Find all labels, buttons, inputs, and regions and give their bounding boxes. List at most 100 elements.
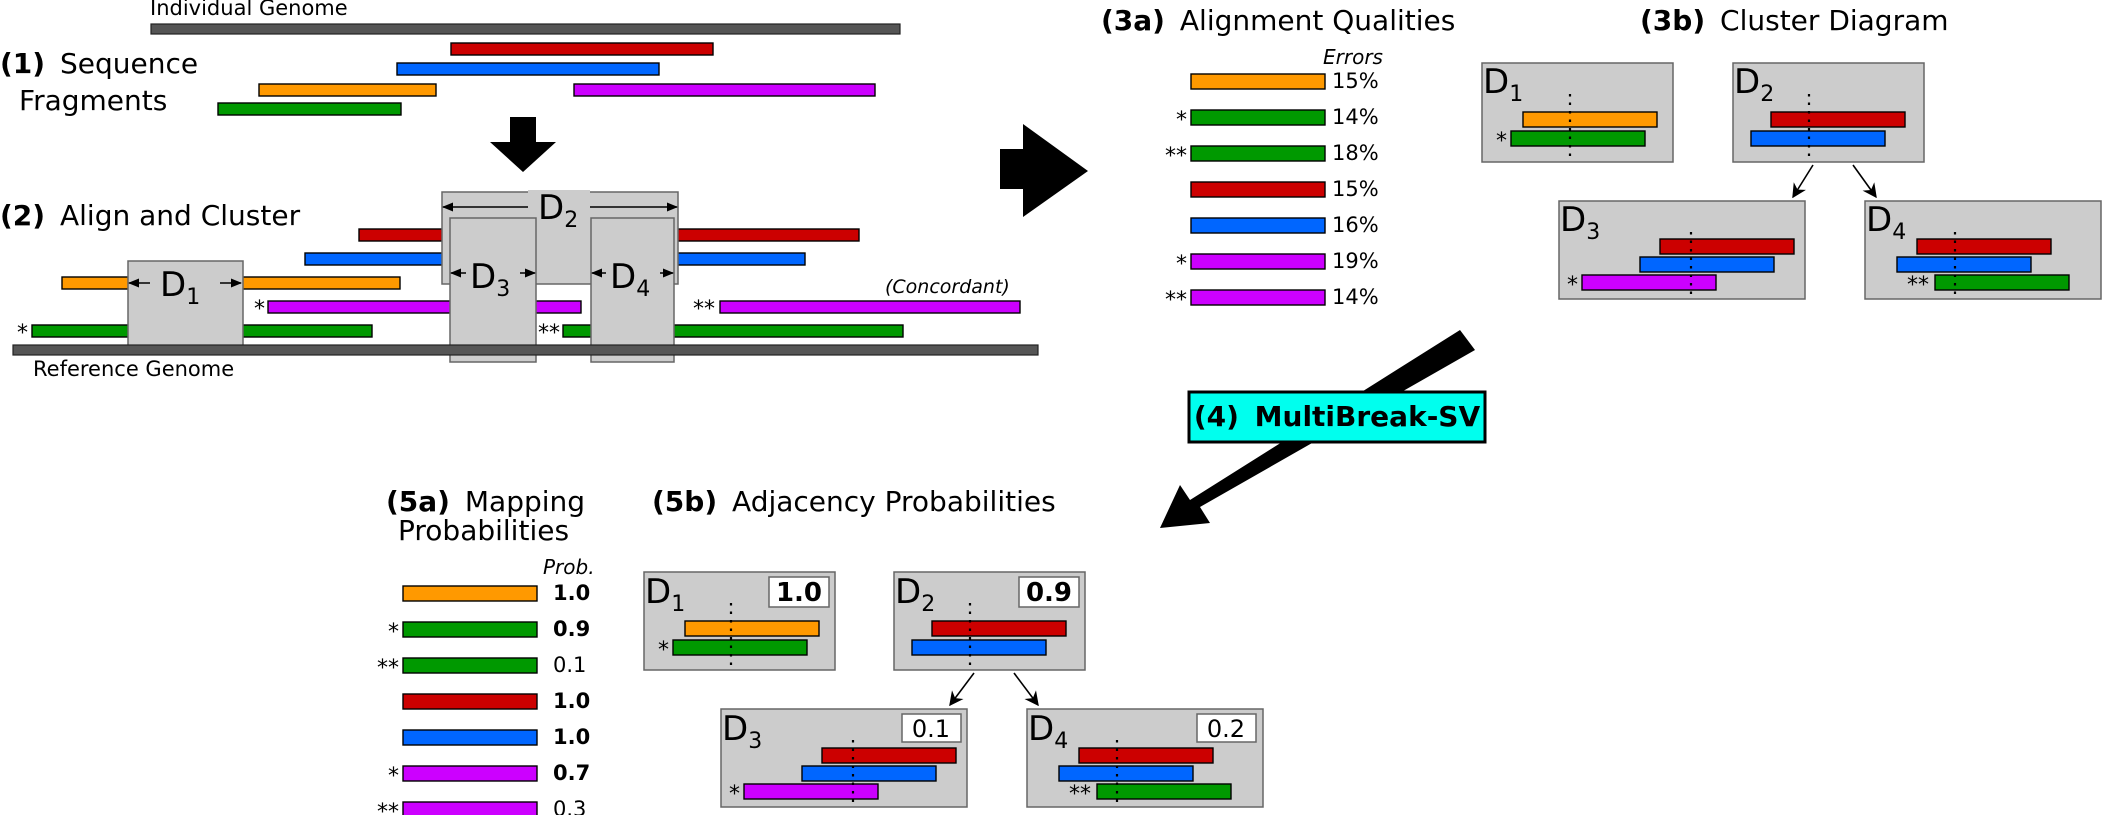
step2-title: (2) Align and Cluster (0, 199, 301, 232)
adj-d2-sub: 2 (921, 592, 935, 617)
adj-d4-letter: D (1028, 709, 1054, 749)
quality-bar-magenta (1190, 253, 1326, 270)
probability-marker: ** (377, 800, 399, 815)
fragment-magenta (573, 83, 876, 97)
step3a-title-text: Alignment Qualities (1180, 4, 1455, 37)
adj-d1-prob: 1.0 (776, 578, 822, 608)
adj-d4-green (1096, 783, 1232, 800)
probability-marker: * (388, 620, 399, 645)
step5a-title-line1: Mapping (465, 485, 585, 518)
adj-d2-blue (911, 639, 1047, 656)
step3b-number: (3b) (1640, 4, 1705, 37)
cluster-d2-label-bg (528, 190, 590, 226)
adj-d1-letter: D (645, 572, 671, 612)
step1-sequence-fragments: Individual Genome (1) Sequence Fragments (0, 0, 901, 172)
adj-d1-sub: 1 (671, 592, 685, 617)
step2-align-and-cluster: (2) Align and Cluster * * ** ** (Concord… (0, 188, 1039, 381)
tree3b-d3-magenta (1581, 274, 1717, 291)
tree3b-d3-blue (1639, 256, 1775, 273)
probability-bar-green (402, 657, 538, 674)
tree3b-d4-red (1916, 238, 2052, 255)
adj-d1-prob-box (768, 576, 830, 608)
cluster-d4-label-bg (606, 257, 660, 295)
tree3b-edge-d2-d4 (1852, 164, 1877, 199)
individual-genome-bar (150, 23, 901, 35)
prob-header: Prob. (543, 555, 595, 579)
tree3b-d4-green (1934, 274, 2070, 291)
step1-number: (1) (0, 47, 45, 80)
adj-edge-d2-d3 (949, 672, 975, 707)
quality-bar-red (1190, 181, 1326, 198)
probability-row: ** 0.3 (377, 797, 586, 815)
quality-marker: ** (1165, 144, 1187, 169)
adj-d3-star: * (729, 782, 740, 807)
step3a-title: (3a) Alignment Qualities (1101, 4, 1455, 37)
quality-bar-green (1190, 145, 1326, 162)
adj-d3-prob-box (901, 713, 962, 743)
step2-title-text: Align and Cluster (60, 199, 301, 232)
step5b-title: (5b) Adjacency Probabilities (652, 485, 1056, 518)
adj-d1-star: * (658, 638, 669, 663)
quality-row: 16% (1190, 213, 1379, 237)
step4-title-text: MultiBreak-SV (1255, 400, 1481, 433)
adj-d3-sub: 3 (748, 729, 762, 754)
concordant-label: (Concordant) (885, 276, 1010, 298)
adj-d4-prob-box (1196, 713, 1257, 743)
adj-d3-blue (801, 765, 937, 782)
tree3b-d4-star: ** (1907, 273, 1929, 298)
quality-row: * 19% (1176, 249, 1379, 277)
probability-value: 1.0 (553, 689, 590, 713)
individual-genome-label: Individual Genome (150, 0, 348, 20)
step5b-adjacency-probabilities: (5b) Adjacency Probabilities D1 1.0 * D2… (643, 485, 1264, 808)
step4-multibreak: (4) MultiBreak-SV (1160, 330, 1487, 528)
quality-bar-magenta (1190, 289, 1326, 306)
probability-row: 1.0 (402, 581, 590, 605)
tree3b-d3-letter: D (1560, 200, 1586, 240)
step1-title: (1) Sequence (0, 47, 198, 80)
step1-title-line1: Sequence (60, 47, 198, 80)
probability-bar-green (402, 621, 538, 638)
adj-d4-sub: 4 (1054, 729, 1068, 754)
quality-marker: * (1176, 108, 1187, 133)
cluster-d1-label: D1 (160, 265, 200, 310)
quality-value: 14% (1332, 105, 1379, 129)
adj-d2-prob: 0.9 (1026, 578, 1072, 608)
fragment-orange (258, 83, 437, 97)
probability-row: * 0.9 (388, 617, 590, 645)
step1-title-line2: Fragments (19, 84, 167, 117)
cluster-d2-label: D2 (538, 188, 578, 233)
probability-bar-magenta (402, 765, 538, 782)
quality-bar-orange (1190, 73, 1326, 90)
adj-edge-d2-d4 (1013, 672, 1039, 707)
step2-star-magenta2: ** (693, 297, 715, 322)
adj-d2-red (931, 620, 1067, 637)
quality-value: 14% (1332, 285, 1379, 309)
adj-d4-blue (1058, 765, 1194, 782)
tree3b-d3-red (1659, 238, 1795, 255)
quality-row: * 14% (1176, 105, 1379, 133)
quality-row: ** 18% (1165, 141, 1379, 169)
probability-row: * 0.7 (388, 761, 590, 789)
quality-value: 16% (1332, 213, 1379, 237)
down-arrow (490, 117, 556, 172)
quality-row: 15% (1190, 69, 1379, 93)
probability-value: 0.9 (553, 617, 590, 641)
probability-row: ** 0.1 (377, 653, 586, 681)
cluster-d3-letter: D (470, 257, 496, 297)
tree3b-d4-sub: 4 (1892, 220, 1906, 245)
quality-value: 15% (1332, 177, 1379, 201)
cluster-d4-letter: D (610, 257, 636, 297)
step3b-title: (3b) Cluster Diagram (1640, 4, 1949, 37)
probability-row: 1.0 (402, 725, 590, 749)
tree3b-d4-blue (1896, 256, 2032, 273)
tree3b-d1-green (1510, 130, 1646, 147)
step3b-cluster-diagram: (3b) Cluster Diagram D1 * D2 D3 * D4 ** (1481, 4, 2102, 300)
adj-d4-star: ** (1069, 782, 1091, 807)
tree3b-d2-sub: 2 (1760, 82, 1774, 107)
cluster-d2-sub: 2 (564, 208, 578, 233)
step5b-title-text: Adjacency Probabilities (732, 485, 1056, 518)
adj-d3-label: D3 (722, 709, 762, 754)
cluster-d3-sub: 3 (496, 277, 510, 302)
cluster-d1-letter: D (160, 265, 186, 305)
cluster-d4-label: D4 (610, 257, 650, 302)
